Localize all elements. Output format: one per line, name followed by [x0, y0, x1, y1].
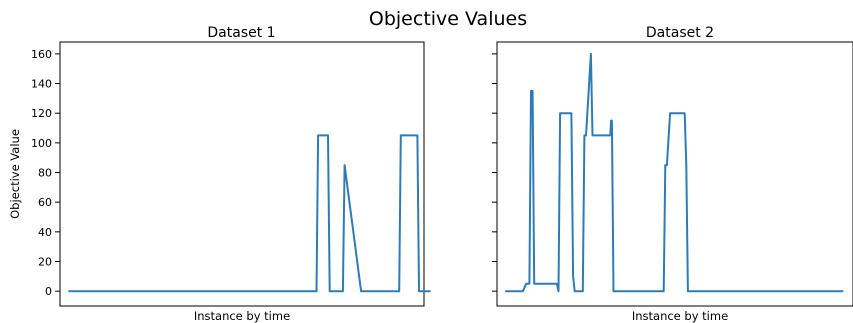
chart-left-title: Dataset 1	[207, 25, 275, 41]
chart-left-x-axis-label: Instance by time	[194, 309, 290, 323]
chart-left-series-line	[68, 134, 431, 293]
y-tick-label: 40	[38, 226, 52, 239]
chart-right-x-axis-label: Instance by time	[632, 309, 728, 323]
chart-right: Dataset 2 Instance by time	[492, 25, 853, 323]
chart-right-series-line	[505, 52, 844, 293]
y-tick-label: 120	[31, 107, 52, 120]
y-tick-label: 100	[31, 137, 52, 150]
y-tick-label: 160	[31, 48, 52, 61]
chart-right-y-axis	[492, 53, 497, 292]
chart-right-plot-frame	[496, 41, 853, 307]
y-tick-label: 60	[38, 196, 52, 209]
y-tick-label: 0	[45, 285, 52, 298]
chart-left: Dataset 1 0 20 40 60 80 100 120 140 160 Objectiv…	[8, 25, 431, 323]
chart-left-y-axis: 0 20 40 60 80 100 120 140 160	[31, 48, 60, 298]
chart-right-title: Dataset 2	[646, 25, 714, 41]
y-tick-label: 80	[38, 167, 52, 180]
y-tick-label: 20	[38, 256, 52, 269]
chart-left-plot-frame	[59, 41, 425, 307]
y-tick-label: 140	[31, 78, 52, 91]
figure-title: Objective Values	[369, 8, 527, 30]
chart-left-y-axis-label: Objective Value	[8, 129, 22, 219]
